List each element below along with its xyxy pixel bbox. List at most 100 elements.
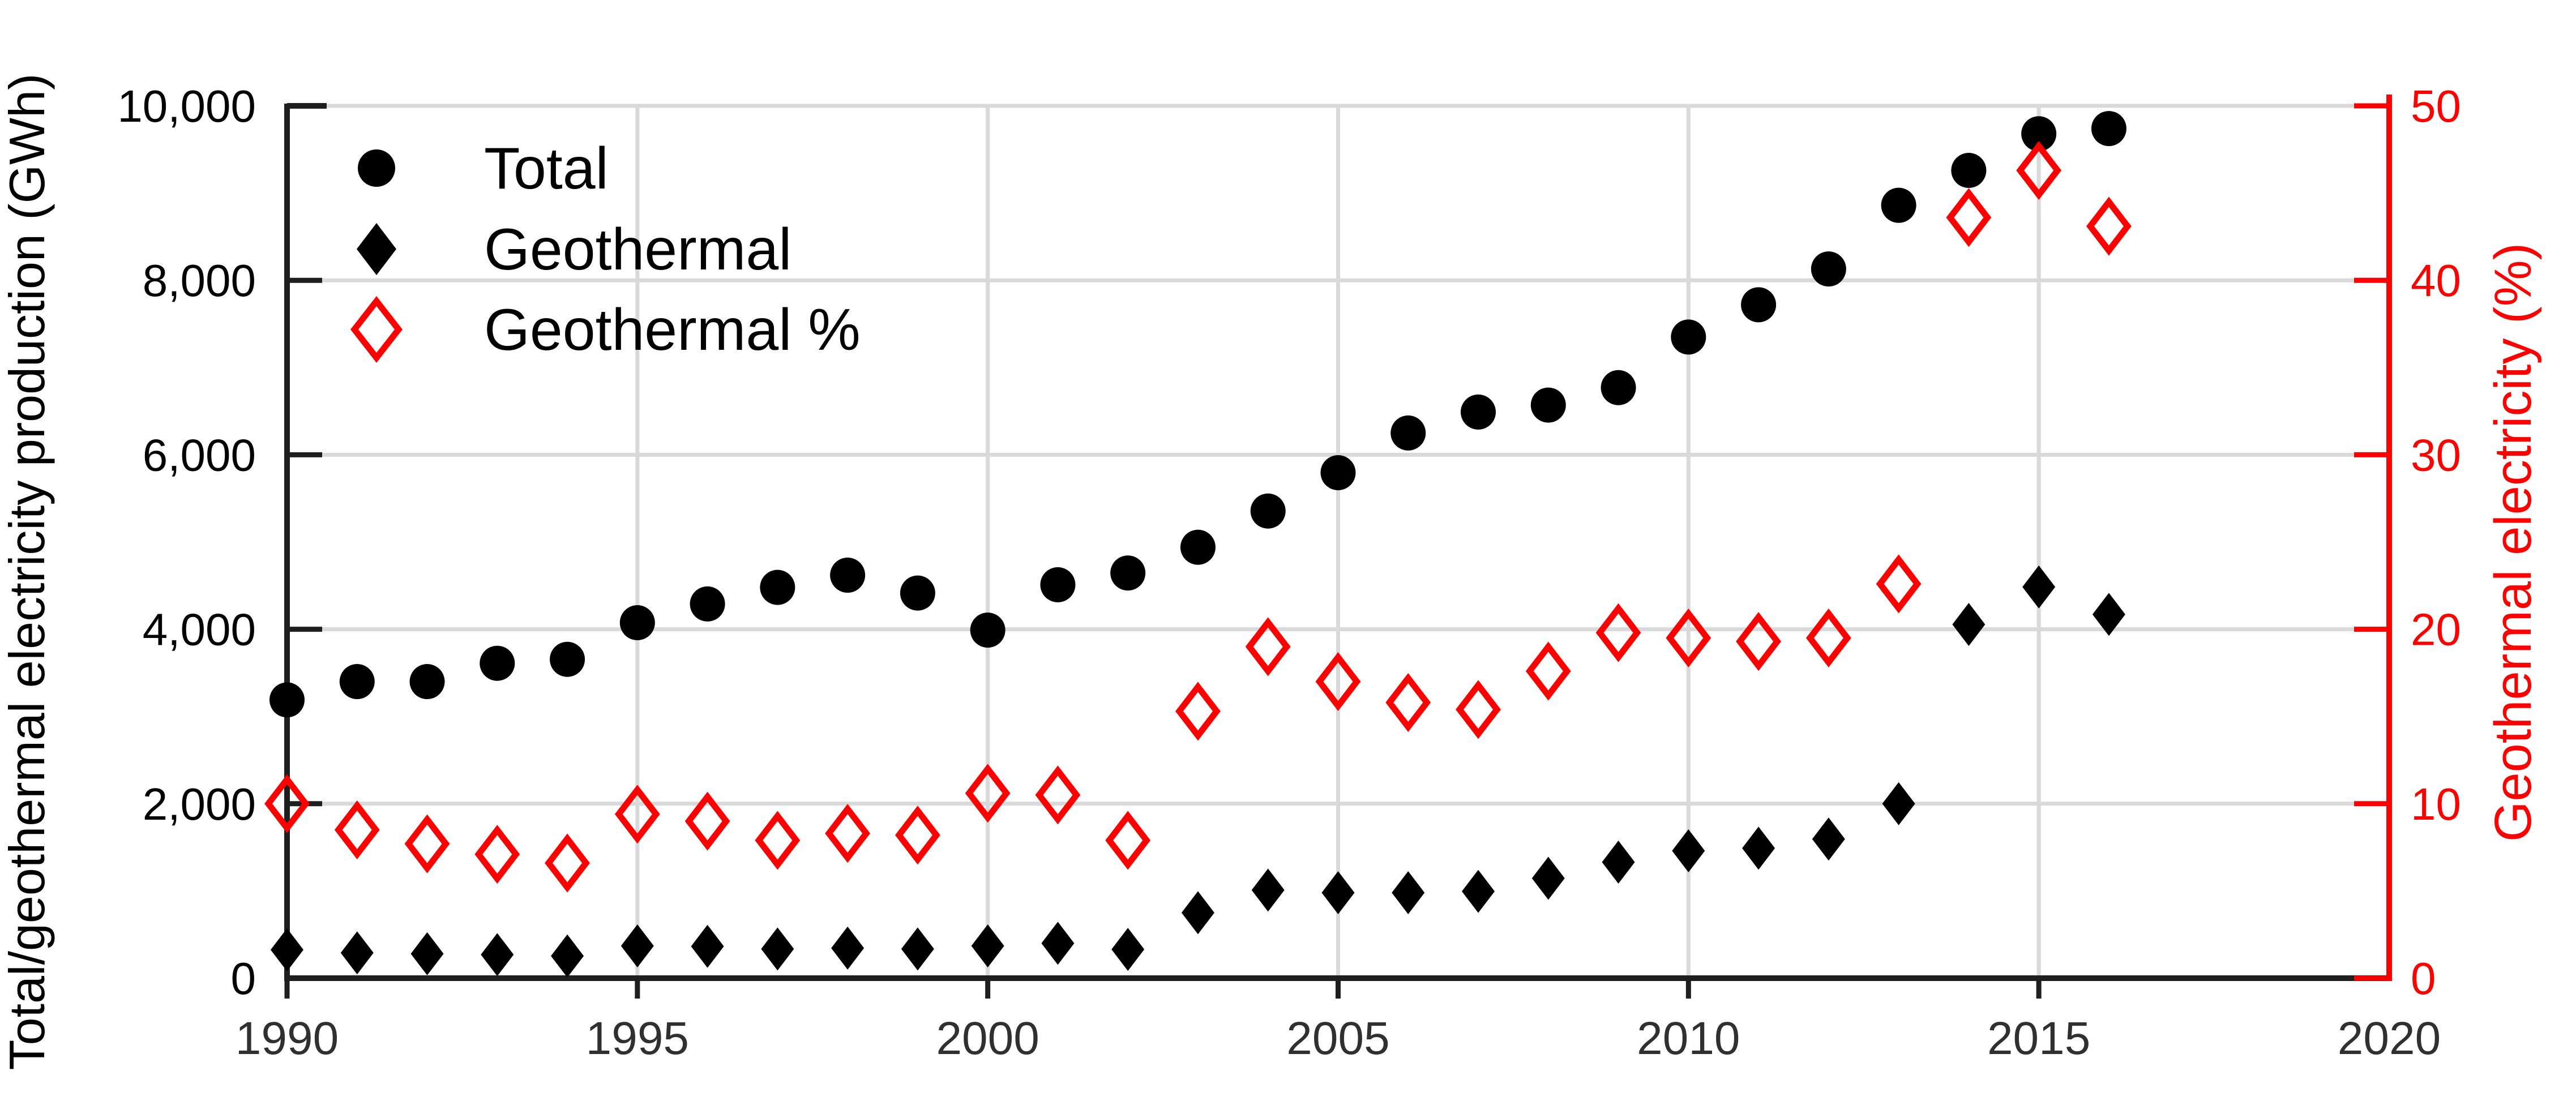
geothermal-point [621,924,654,967]
total-point [269,682,305,718]
left-axis-tick-label: 0 [231,953,256,1004]
geothermal-pct-point [545,833,590,893]
geothermal-pct-point [755,811,801,870]
legend-filled-diamond-icon [357,223,396,275]
total-point [1741,287,1777,323]
left-axis-tick-label: 2,000 [143,779,256,829]
geothermal-pct-point [1876,554,1922,614]
total-point [1110,555,1146,591]
total-point [1250,493,1286,529]
total-point [1390,415,1426,451]
geothermal-point [901,927,934,971]
geothermal-pct-point [1805,608,1851,668]
total-point [409,664,445,700]
total-point [2091,111,2126,147]
geothermal-pct-point [474,825,520,884]
x-axis-tick-label: 1990 [236,1013,339,1064]
total-point [1951,153,1987,189]
geothermal-pct-point [1315,652,1361,712]
geothermal-point [971,924,1004,967]
total-point [1530,387,1566,423]
geothermal-point [2022,565,2056,609]
legend-label-total: Total [484,136,609,202]
geothermal-point [831,926,865,970]
geothermal-pct-point [1105,811,1151,870]
geothermal-pct-point [614,785,660,844]
total-point [830,558,866,593]
right-axis-tick-label: 50 [2411,81,2461,131]
geothermal-pct-point [334,800,380,860]
geothermal-point [271,928,303,971]
left-axis-tick-label: 6,000 [143,430,256,480]
right-axis-tick-label: 10 [2411,779,2461,829]
left-axis-tick-label: 10,000 [117,81,256,131]
geothermal-pct-point [404,814,450,873]
geothermal-pct-point [1946,188,1992,247]
x-axis-tick-label: 2015 [1987,1013,2090,1064]
geothermal-pct-point [1595,603,1641,662]
legend-label-geothermal-pct: Geothermal % [484,297,861,363]
geothermal-point [761,927,794,971]
x-axis-tick-label: 2005 [1286,1013,1389,1064]
geothermal-point [410,932,444,975]
left-axis-tick-label: 4,000 [143,605,256,655]
series-geothermal [271,565,2125,978]
right-axis-title: Geothermal electricity (%) [2484,243,2542,842]
geothermal-point [1321,871,1355,914]
geothermal-pct-point [684,791,730,851]
geothermal-pct-point [1666,608,1711,668]
total-point [2021,116,2057,152]
geothermal-point [1882,782,1915,825]
total-point [619,605,655,641]
geothermal-pct-point [1035,765,1081,825]
total-point [760,569,795,605]
total-point [690,586,725,622]
total-point [1671,319,1706,355]
total-point [480,645,515,681]
total-point [550,641,585,677]
total-point [1601,370,1636,405]
series-total [269,111,2126,718]
total-point [1811,251,1846,287]
right-axis-tick-label: 40 [2411,255,2461,306]
geothermal-point [1672,829,1705,873]
legend: Total Geothermal Geothermal % [350,136,861,363]
geothermal-pct-point [2016,141,2062,200]
x-axis-tick-label: 2020 [2338,1013,2441,1064]
total-point [1461,394,1496,430]
left-axis-title: Total/geothermal electricity production … [0,74,55,1070]
geothermal-pct-point [1525,641,1571,701]
legend-item-geothermal-pct: Geothermal % [350,296,861,363]
geothermal-pct-point [1175,682,1221,741]
total-point [1320,455,1356,490]
geothermal-point [1392,871,1425,914]
geothermal-point [1251,868,1285,912]
geothermal-point [1462,869,1495,913]
geothermal-point [1952,603,1986,646]
geothermal-pct-point [965,764,1011,823]
tick-labels: 0 2,000 4,000 6,000 8,000 10,000 0 10 20 30 40 50 19… [117,81,2461,1064]
series-geothermal- [264,141,2132,893]
geothermal-pct-point [264,774,310,833]
geothermal-pct-point [825,804,871,863]
geothermal-point [481,933,514,976]
legend-open-diamond-icon [350,296,403,363]
geothermal-point [1742,826,1775,870]
axes [284,95,2392,999]
x-axis-tick-label: 1995 [586,1013,689,1064]
total-point [900,575,935,611]
data-points [264,111,2132,978]
total-point [1040,567,1076,603]
left-axis-tick-label: 8,000 [143,255,256,306]
geothermal-pct-point [1736,612,1782,671]
geothermal-pct-point [1385,673,1431,733]
geothermal-pct-point [2086,196,2132,256]
geothermal-point [1181,891,1214,935]
geothermal-point [2092,593,2125,636]
total-point [1180,529,1216,565]
total-point [339,664,375,700]
geothermal-point [691,924,724,968]
total-point [1881,187,1916,223]
geothermal-point [1602,841,1635,884]
